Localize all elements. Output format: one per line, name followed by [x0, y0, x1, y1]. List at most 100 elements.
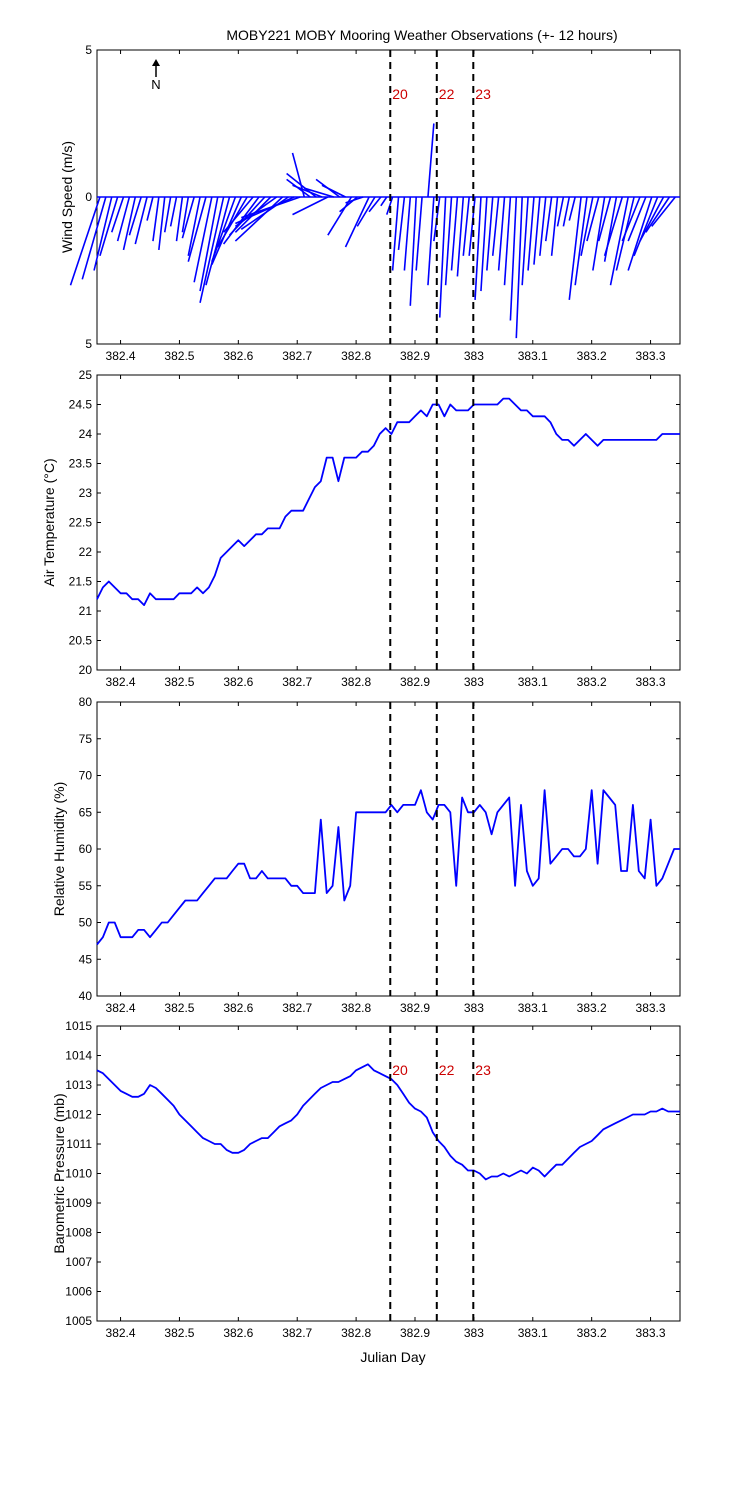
x-tick-label: 383.3	[636, 1001, 666, 1015]
wind-vector	[497, 196, 506, 271]
y-tick-label: 50	[79, 916, 93, 930]
wind-vector	[397, 196, 406, 251]
wind-vector	[427, 123, 435, 198]
y-tick-label: 60	[79, 842, 93, 856]
wind-vector	[175, 196, 184, 242]
x-tick-label: 382.7	[282, 675, 312, 689]
wind-vector	[321, 184, 346, 198]
chart-title: MOBY221 MOBY Mooring Weather Observation…	[226, 27, 617, 43]
wind-vector	[491, 196, 500, 256]
y-tick-label: 20.5	[69, 634, 93, 648]
wind-vector	[99, 196, 119, 257]
wind-vector	[199, 196, 219, 292]
wind-vector	[568, 196, 582, 300]
y-tick-label: 23	[79, 486, 93, 500]
x-tick-label: 382.4	[106, 675, 136, 689]
y-tick-label: 20	[79, 663, 93, 677]
x-tick-label: 382.5	[164, 675, 194, 689]
wind-vector	[134, 196, 148, 245]
x-tick-label: 383	[464, 1326, 484, 1340]
wind-vector	[438, 196, 447, 318]
wind-vector	[391, 196, 400, 271]
event-marker-label: 20	[392, 1062, 408, 1078]
wind-vector	[603, 196, 624, 257]
x-tick-label: 383.2	[577, 349, 607, 363]
series-line	[96, 1063, 680, 1181]
y-tick-label: 1006	[65, 1285, 92, 1299]
wind-vector	[645, 196, 671, 233]
panels: 382.4 382.5 382.6 382.7 382.8 382.9 383 383.1 38…	[41, 43, 681, 1340]
x-tick-label: 382.6	[223, 675, 253, 689]
wind-vector	[586, 196, 600, 242]
series-line	[96, 397, 680, 606]
wind-vector	[574, 196, 588, 286]
x-tick-label: 383.3	[636, 349, 666, 363]
y-axis-label: Air Temperature (°C)	[41, 458, 57, 586]
wind-vector	[544, 196, 553, 242]
y-tick-label: 40	[79, 989, 93, 1003]
panel-3: 382.4 382.5 382.6 382.7 382.8 382.9 383 383.1 38…	[51, 695, 681, 1015]
wind-vector	[344, 196, 370, 248]
wind-vector	[486, 196, 494, 271]
wind-vector	[380, 196, 388, 207]
wind-vector	[81, 196, 107, 280]
y-tick-label: 1015	[65, 1019, 92, 1033]
wind-vector	[556, 196, 565, 227]
y-axis-label: Barometric Pressure (mb)	[51, 1093, 67, 1253]
x-tick-label: 383	[464, 349, 484, 363]
wind-vector	[146, 196, 154, 221]
y-tick-label: 65	[79, 805, 93, 819]
x-tick-label: 382.7	[282, 349, 312, 363]
wind-vector	[597, 196, 612, 242]
wind-vector	[181, 196, 195, 239]
wind-vector	[550, 196, 559, 256]
wind-vector	[356, 196, 376, 227]
wind-vector	[211, 196, 237, 262]
x-tick-label: 383.1	[518, 349, 548, 363]
x-tick-label: 382.4	[106, 349, 136, 363]
wind-vector	[241, 196, 301, 219]
event-marker-label: 23	[475, 1062, 491, 1078]
x-tick-label: 383.1	[518, 1001, 548, 1015]
series-line	[96, 789, 680, 946]
y-tick-label: 1012	[65, 1108, 92, 1122]
y-tick-label: 25	[79, 368, 93, 382]
wind-vector	[110, 196, 125, 233]
panel-1: 382.4 382.5 382.6 382.7 382.8 382.9 383 383.1 38…	[59, 43, 681, 363]
wind-vector	[621, 196, 641, 242]
y-tick-label: 1008	[65, 1226, 92, 1240]
wind-vector	[462, 196, 470, 256]
event-marker-label: 20	[392, 86, 408, 102]
wind-vector	[633, 196, 659, 257]
x-tick-label: 382.7	[282, 1326, 312, 1340]
plot-frame	[96, 1025, 681, 1322]
wind-vector	[403, 196, 412, 271]
x-tick-label: 383.1	[518, 675, 548, 689]
wind-vector	[509, 196, 518, 321]
wind-vector	[533, 196, 541, 265]
wind-vector	[152, 196, 160, 242]
x-tick-label: 382.9	[400, 675, 430, 689]
wind-vector	[235, 196, 295, 225]
plot-frame	[96, 374, 681, 671]
y-tick-label: 1005	[65, 1314, 92, 1328]
wind-vector	[521, 196, 529, 286]
wind-vector	[122, 196, 137, 251]
x-tick-label: 383.2	[577, 1326, 607, 1340]
x-tick-label: 382.5	[164, 349, 194, 363]
y-tick-label: 1009	[65, 1196, 92, 1210]
wind-vector	[158, 196, 166, 251]
wind-vector	[199, 196, 225, 304]
x-tick-label: 383.2	[577, 1001, 607, 1015]
wind-vector	[163, 196, 172, 233]
wind-vector	[292, 184, 323, 198]
wind-vector	[187, 196, 207, 262]
plot-frame	[96, 701, 681, 997]
y-tick-label: 1010	[65, 1167, 92, 1181]
x-tick-label: 382.6	[223, 349, 253, 363]
y-tick-label: 80	[79, 695, 93, 709]
wind-vector	[456, 196, 465, 277]
wind-vector	[639, 196, 665, 242]
x-tick-label: 383.1	[518, 1326, 548, 1340]
